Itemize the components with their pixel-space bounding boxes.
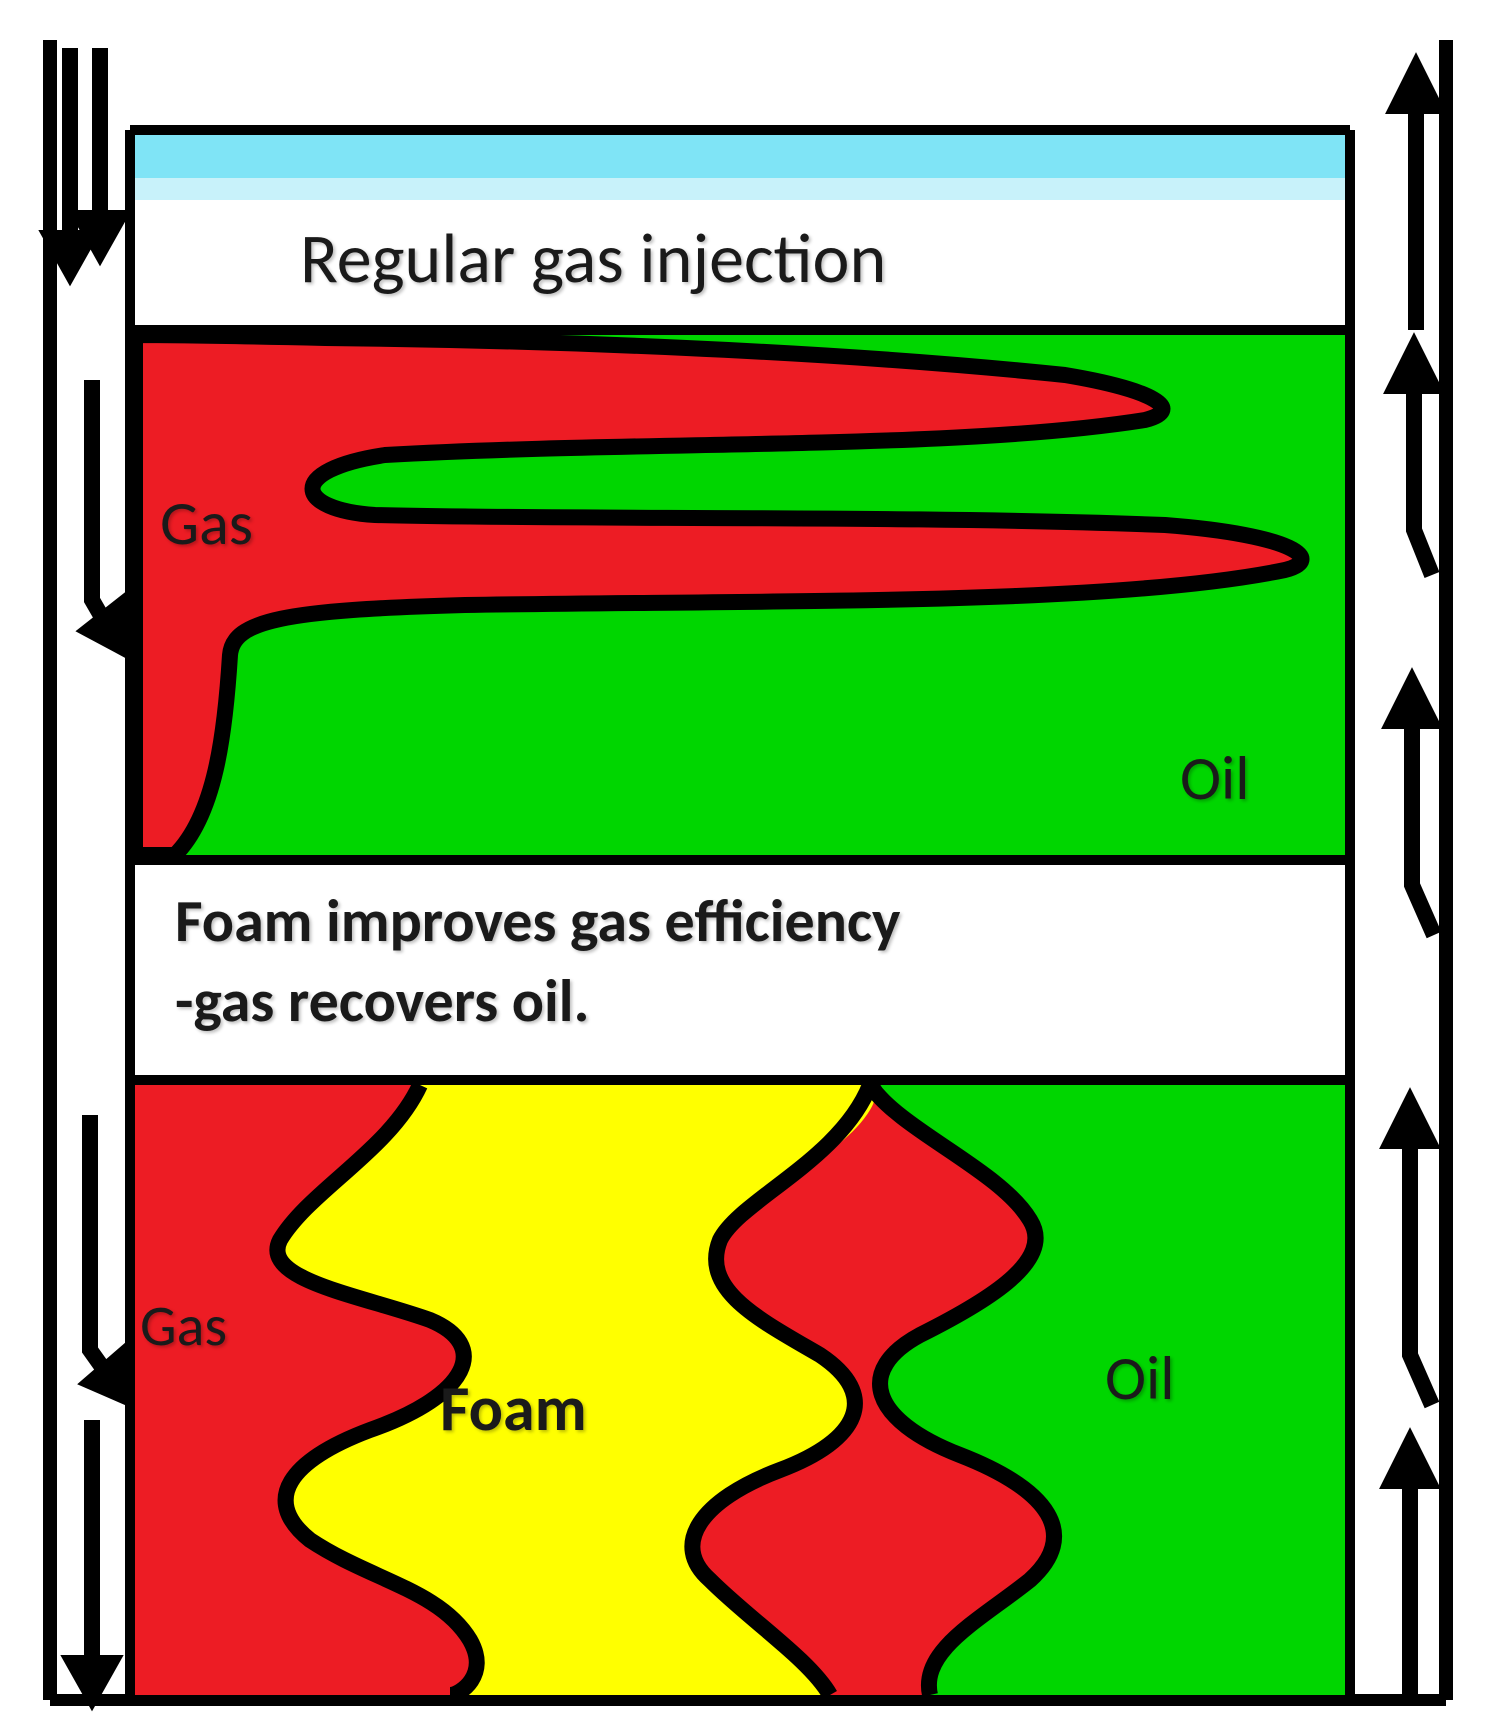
- foam-label: Foam: [440, 1370, 587, 1448]
- right-arrows: [1392, 70, 1434, 1695]
- top-panel: [130, 330, 1350, 860]
- diagram-stage: Regular gas injection Gas Oil Foam impro…: [0, 0, 1496, 1731]
- title-top: Regular gas injection: [300, 215, 886, 301]
- oil-label-upper: Oil: [1180, 740, 1250, 816]
- caption-line2: -gas recovers oil.: [175, 965, 590, 1038]
- sky-band: [135, 135, 1345, 200]
- oil-label-lower: Oil: [1105, 1340, 1175, 1416]
- gas-label-lower: Gas: [140, 1290, 227, 1361]
- gas-label-upper: Gas: [160, 485, 253, 561]
- caption-line1: Foam improves gas efficiency: [175, 885, 900, 958]
- left-arrows: [52, 48, 122, 1695]
